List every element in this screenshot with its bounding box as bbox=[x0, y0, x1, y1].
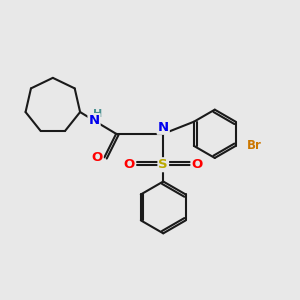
Text: S: S bbox=[158, 158, 168, 171]
Text: N: N bbox=[88, 114, 100, 127]
Text: Br: Br bbox=[247, 140, 262, 152]
Text: O: O bbox=[124, 158, 135, 171]
Text: H: H bbox=[93, 109, 102, 119]
Text: N: N bbox=[158, 121, 169, 134]
Text: O: O bbox=[92, 151, 103, 164]
Text: O: O bbox=[191, 158, 203, 171]
